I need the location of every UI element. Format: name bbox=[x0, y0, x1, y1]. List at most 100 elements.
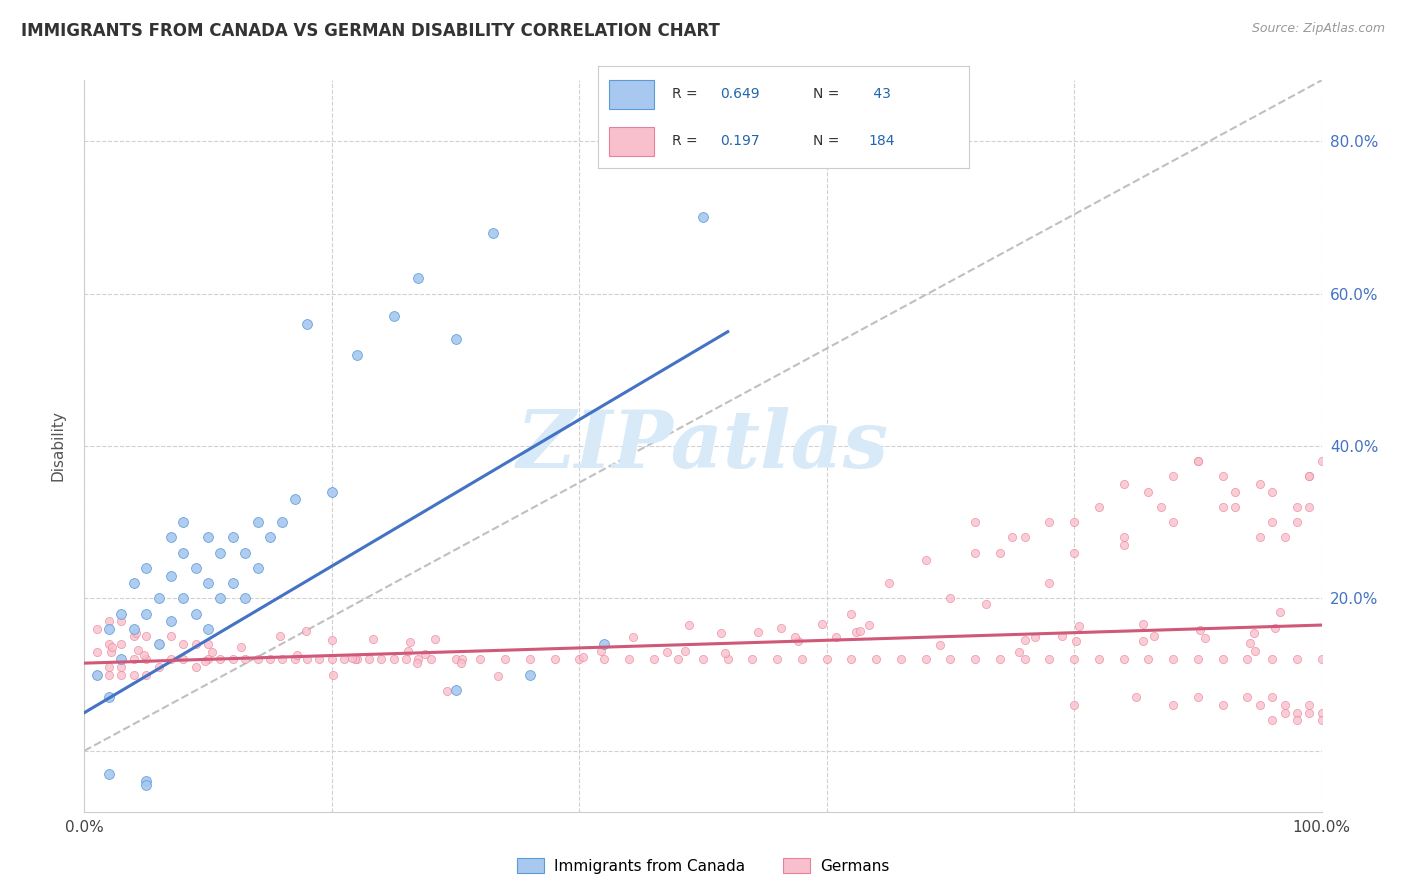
Point bbox=[110, 614, 132, 628]
Y-axis label: Disability: Disability bbox=[51, 410, 66, 482]
Point bbox=[1274, 698, 1296, 712]
Point bbox=[770, 621, 793, 635]
Point bbox=[1132, 634, 1154, 648]
Point bbox=[86, 667, 108, 681]
Point bbox=[405, 656, 427, 670]
Point bbox=[1239, 636, 1261, 650]
Point bbox=[1264, 621, 1286, 635]
Point bbox=[1249, 477, 1271, 491]
Point bbox=[481, 226, 503, 240]
Point bbox=[1008, 645, 1031, 659]
Point bbox=[1024, 630, 1046, 644]
Point bbox=[1194, 632, 1216, 646]
Point bbox=[271, 515, 294, 529]
Point bbox=[766, 652, 789, 666]
Point bbox=[470, 652, 492, 666]
Point bbox=[1187, 652, 1209, 666]
Point bbox=[1298, 469, 1320, 483]
Point bbox=[1063, 698, 1085, 712]
Point bbox=[127, 642, 149, 657]
Point bbox=[1014, 652, 1036, 666]
Point bbox=[197, 652, 219, 666]
Point bbox=[617, 652, 640, 666]
Point bbox=[692, 211, 714, 225]
Point bbox=[322, 667, 344, 681]
Point bbox=[184, 561, 207, 575]
Point bbox=[1112, 538, 1135, 552]
Point bbox=[1285, 652, 1308, 666]
Point bbox=[231, 640, 253, 655]
Legend: Immigrants from Canada, Germans: Immigrants from Canada, Germans bbox=[510, 852, 896, 880]
Point bbox=[98, 614, 121, 628]
Point bbox=[408, 652, 430, 666]
Point bbox=[135, 667, 157, 681]
Point bbox=[1112, 477, 1135, 491]
Point bbox=[621, 630, 644, 644]
Point bbox=[209, 652, 232, 666]
Point bbox=[1063, 652, 1085, 666]
Point bbox=[1112, 530, 1135, 544]
Point bbox=[1268, 605, 1291, 619]
Point bbox=[321, 632, 343, 647]
Point bbox=[1223, 484, 1246, 499]
Point bbox=[1285, 706, 1308, 720]
Point bbox=[1038, 515, 1060, 529]
Point bbox=[197, 637, 219, 651]
Point bbox=[965, 515, 987, 529]
Point bbox=[1236, 652, 1258, 666]
Point bbox=[1063, 546, 1085, 560]
Point bbox=[357, 652, 380, 666]
Point bbox=[197, 530, 219, 544]
Point bbox=[1150, 500, 1173, 514]
Point bbox=[343, 652, 366, 666]
Point bbox=[543, 652, 565, 666]
Point bbox=[1249, 698, 1271, 712]
Point bbox=[135, 652, 157, 666]
Point bbox=[382, 310, 405, 324]
Point bbox=[974, 598, 997, 612]
Point bbox=[122, 667, 145, 681]
Point bbox=[197, 622, 219, 636]
Point bbox=[494, 652, 516, 666]
Point bbox=[399, 635, 422, 649]
Point bbox=[666, 652, 689, 666]
Point bbox=[333, 652, 356, 666]
Point bbox=[110, 607, 132, 621]
Point bbox=[160, 530, 183, 544]
Point bbox=[1212, 500, 1234, 514]
Point bbox=[201, 645, 224, 659]
Point bbox=[1274, 706, 1296, 720]
Point bbox=[110, 637, 132, 651]
Point bbox=[914, 652, 936, 666]
Point bbox=[845, 624, 868, 639]
Point bbox=[1212, 652, 1234, 666]
Point bbox=[148, 660, 170, 674]
Point bbox=[222, 576, 245, 591]
Point bbox=[233, 652, 256, 666]
Point bbox=[110, 667, 132, 681]
Point bbox=[160, 614, 183, 628]
Point bbox=[1261, 714, 1284, 728]
Point bbox=[785, 630, 807, 644]
Point bbox=[1014, 633, 1036, 648]
Point bbox=[673, 644, 696, 658]
Point bbox=[591, 643, 613, 657]
Point bbox=[450, 652, 472, 666]
Point bbox=[98, 660, 121, 674]
Point bbox=[259, 652, 281, 666]
Point bbox=[1274, 530, 1296, 544]
Point bbox=[815, 652, 838, 666]
Point bbox=[1212, 469, 1234, 483]
Point bbox=[939, 591, 962, 606]
Point bbox=[222, 652, 245, 666]
Point bbox=[100, 640, 122, 654]
Point bbox=[519, 667, 541, 681]
Point bbox=[122, 576, 145, 591]
Point bbox=[233, 546, 256, 560]
Point bbox=[824, 630, 846, 644]
Point bbox=[1052, 629, 1074, 643]
Text: IMMIGRANTS FROM CANADA VS GERMAN DISABILITY CORRELATION CHART: IMMIGRANTS FROM CANADA VS GERMAN DISABIL… bbox=[21, 22, 720, 40]
Point bbox=[1187, 690, 1209, 705]
Point bbox=[593, 637, 616, 651]
Point bbox=[717, 652, 740, 666]
